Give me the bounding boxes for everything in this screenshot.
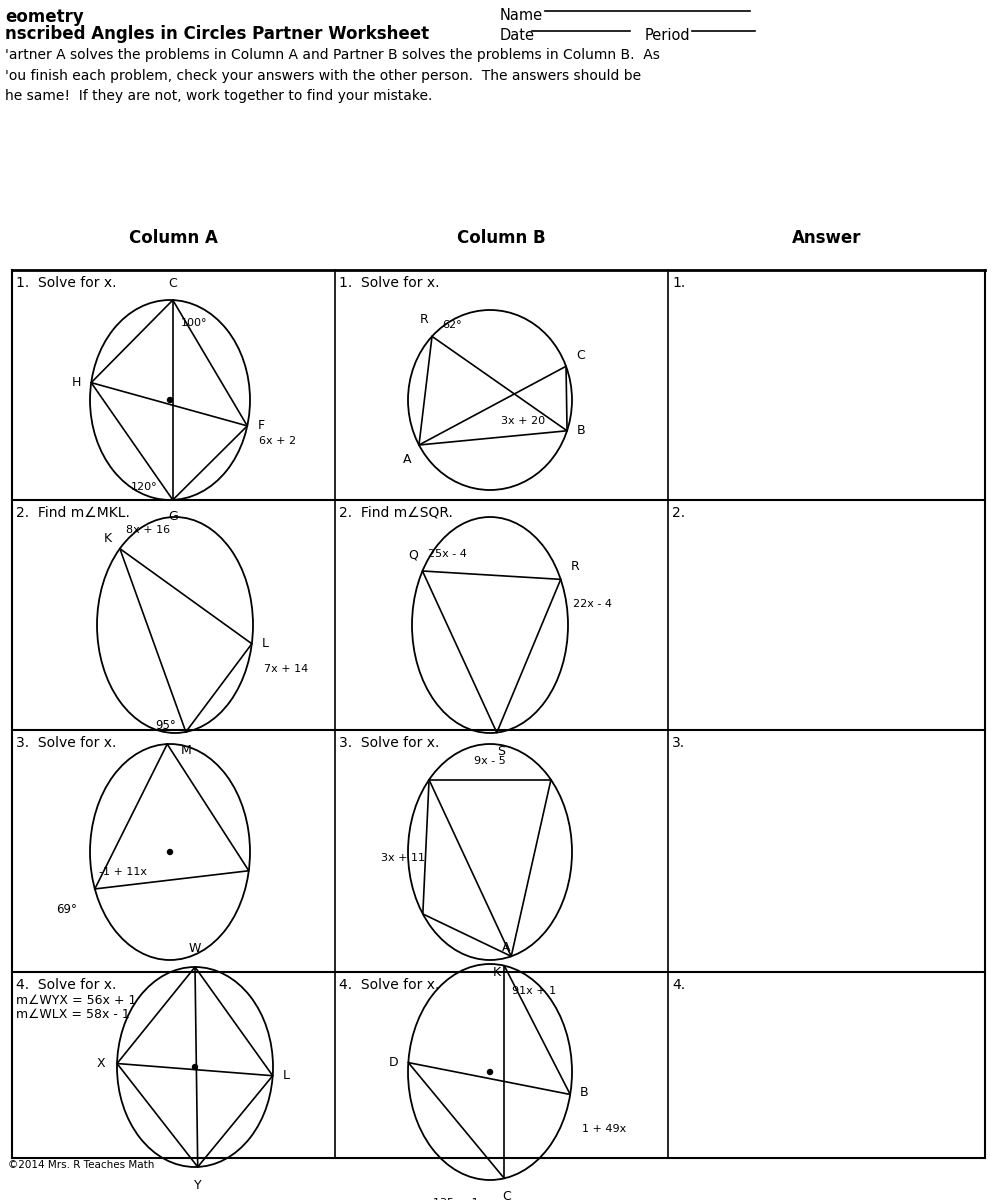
Text: G: G: [168, 510, 178, 523]
Text: L: L: [261, 637, 268, 650]
Text: 3x + 11: 3x + 11: [381, 853, 425, 863]
Text: S: S: [497, 744, 505, 757]
Text: 9x - 5: 9x - 5: [474, 756, 506, 766]
Text: 7x + 14: 7x + 14: [263, 664, 308, 673]
Text: 1 + 49x: 1 + 49x: [582, 1124, 627, 1134]
Text: Column B: Column B: [457, 229, 546, 247]
Text: C: C: [502, 1190, 511, 1200]
Text: 1.  Solve for x.: 1. Solve for x.: [339, 276, 439, 290]
Text: 6x + 2: 6x + 2: [259, 436, 296, 446]
Text: 4.  Solve for x.: 4. Solve for x.: [16, 978, 117, 992]
Text: 4.  Solve for x.: 4. Solve for x.: [339, 978, 439, 992]
Text: K: K: [493, 966, 501, 979]
Text: W: W: [189, 942, 202, 955]
Text: m∠WLX = 58x - 1: m∠WLX = 58x - 1: [16, 1008, 130, 1021]
Text: 3.  Solve for x.: 3. Solve for x.: [16, 736, 117, 750]
Text: M: M: [181, 744, 192, 757]
Text: Period: Period: [645, 28, 691, 43]
Text: 1.  Solve for x.: 1. Solve for x.: [16, 276, 117, 290]
Text: m∠WYX = 56x + 1: m∠WYX = 56x + 1: [16, 994, 137, 1007]
Text: D: D: [388, 1056, 398, 1069]
Text: 91x + 1: 91x + 1: [512, 985, 556, 996]
Circle shape: [168, 850, 173, 854]
Text: 25x - 4: 25x - 4: [428, 550, 467, 559]
Text: R: R: [419, 313, 428, 326]
Text: 135x - 1: 135x - 1: [433, 1199, 479, 1200]
Text: H: H: [72, 376, 81, 389]
Text: eometry: eometry: [5, 8, 84, 26]
Text: C: C: [576, 349, 585, 362]
Text: 62°: 62°: [442, 320, 462, 330]
Text: 3.: 3.: [672, 736, 685, 750]
Text: 1.: 1.: [672, 276, 686, 290]
Text: Y: Y: [194, 1178, 202, 1192]
Text: 120°: 120°: [131, 482, 158, 492]
Text: Date: Date: [500, 28, 535, 43]
Text: 4.: 4.: [672, 978, 685, 992]
Text: 8x + 16: 8x + 16: [126, 524, 170, 535]
Text: Column A: Column A: [129, 229, 218, 247]
Text: Answer: Answer: [791, 229, 861, 247]
Text: 3x + 20: 3x + 20: [501, 416, 545, 426]
Text: Q: Q: [408, 548, 418, 560]
Text: C: C: [169, 277, 178, 290]
Text: -1 + 11x: -1 + 11x: [99, 866, 147, 877]
Text: 95°: 95°: [155, 719, 176, 732]
Text: B: B: [580, 1086, 589, 1099]
Text: ©2014 Mrs. R Teaches Math: ©2014 Mrs. R Teaches Math: [8, 1160, 155, 1170]
Text: 69°: 69°: [56, 902, 77, 916]
Circle shape: [193, 1064, 198, 1069]
Text: 3.  Solve for x.: 3. Solve for x.: [339, 736, 439, 750]
Text: 2.  Find m∠MKL.: 2. Find m∠MKL.: [16, 506, 130, 520]
Text: A: A: [502, 941, 511, 954]
Circle shape: [487, 1069, 492, 1074]
Text: 100°: 100°: [181, 318, 208, 328]
Text: B: B: [577, 425, 586, 437]
Text: A: A: [402, 452, 411, 466]
Text: F: F: [257, 419, 264, 432]
Text: 22x - 4: 22x - 4: [573, 599, 612, 610]
Text: R: R: [571, 560, 580, 574]
Circle shape: [168, 397, 173, 402]
Text: X: X: [97, 1057, 105, 1070]
Text: Name: Name: [500, 8, 543, 23]
Text: K: K: [104, 532, 112, 545]
Text: nscribed Angles in Circles Partner Worksheet: nscribed Angles in Circles Partner Works…: [5, 25, 429, 43]
Text: 2.: 2.: [672, 506, 685, 520]
Text: L: L: [282, 1069, 289, 1082]
Text: 'artner A solves the problems in Column A and Partner B solves the problems in C: 'artner A solves the problems in Column …: [5, 48, 660, 103]
Text: 2.  Find m∠SQR.: 2. Find m∠SQR.: [339, 506, 453, 520]
